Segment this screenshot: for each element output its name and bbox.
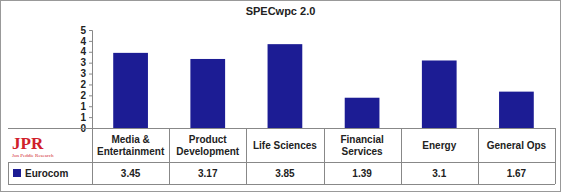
table-divider [8,162,9,184]
table-rule [8,184,555,185]
bar [113,53,148,128]
data-table: Eurocom 3.45 3.17 3.85 1.39 3.1 1.67 [8,128,556,185]
table-divider [324,128,325,184]
y-tick-mark [89,106,92,107]
table-rule [8,162,555,163]
x-tick-label-line: Media & [111,134,149,145]
x-tick-label-line: Energy [422,140,456,151]
y-tick: 3 [80,68,92,79]
y-tick-label: 4 [80,36,86,47]
data-label: 3.45 [121,168,141,179]
table-rule [8,128,555,129]
legend-swatch [13,169,21,177]
y-tick: 4 [80,46,92,57]
x-tick-label-line: Life Sciences [253,140,317,151]
y-tick: 3 [80,57,92,68]
x-tick-label: Energy [422,140,456,151]
y-tick-mark [89,95,92,96]
y-tick-label: 1 [80,112,86,123]
x-tick-label: Life Sciences [253,140,317,151]
y-tick-label: 1 [80,101,86,112]
x-tick: Life Sciences [253,140,317,151]
y-tick: 1 [80,112,92,123]
table-divider [246,128,247,184]
y-axis: 0112233445 [80,25,92,134]
y-tick: 4 [80,36,92,47]
logo-text: Jon Peddie Research [12,153,54,158]
table-divider [401,128,402,184]
x-tick-label-line: General Ops [487,140,547,151]
y-tick-label: 3 [80,57,86,68]
data-label: 3.1 [432,168,446,179]
x-tick-label-line: Entertainment [97,146,165,157]
data-label: 3.85 [275,168,295,179]
x-tick-label: FinancialServices [340,134,384,157]
logo: JPRJon Peddie Research [12,134,54,158]
y-tick-mark [89,30,92,31]
bar [499,92,534,128]
bar [422,60,457,128]
data-label: 1.39 [352,168,372,179]
y-tick-label: 2 [80,90,86,101]
y-tick-mark [89,41,92,42]
x-axis: Media &Entertainment ProductDevelopment Li… [93,129,556,158]
bar [268,44,303,128]
y-tick: 1 [80,101,92,112]
x-tick-label-line: Product [189,134,227,145]
x-tick: FinancialServices [340,134,384,157]
x-axis-line [93,128,556,129]
x-tick-label: General Ops [487,140,547,151]
y-tick-mark [89,117,92,118]
bar [190,59,225,128]
x-tick: Energy [422,140,456,151]
logo-mark: JPR [12,134,44,153]
chart-frame [1,1,561,192]
table-divider [478,128,479,184]
x-tick-label-line: Services [342,146,384,157]
x-tick-label-line: Development [176,146,239,157]
y-tick-label: 5 [80,25,86,36]
y-tick: 5 [80,25,92,36]
table-divider [169,128,170,184]
table-divider [92,128,93,184]
x-tick: Media &Entertainment [97,134,165,157]
x-tick-label-line: Financial [340,134,384,145]
y-tick-label: 3 [80,68,86,79]
legend-label: Eurocom [25,168,68,179]
y-tick-mark [89,63,92,64]
x-tick-label: ProductDevelopment [176,134,239,157]
y-tick: 2 [80,79,92,90]
data-label: 1.67 [507,168,527,179]
y-tick-mark [89,84,92,85]
bars [113,44,534,128]
x-tick: ProductDevelopment [176,134,239,157]
y-axis-line [89,31,93,129]
y-tick-label: 2 [80,79,86,90]
data-label: 3.17 [198,168,218,179]
chart: SPECwpc 2.0 0112233445 Eurocom 3.45 3.17 3.85… [0,0,561,192]
x-tick: General Ops [487,140,547,151]
y-tick-label: 4 [80,46,86,57]
table-divider [555,128,556,184]
y-tick: 2 [80,90,92,101]
x-tick-label: Media &Entertainment [97,134,165,157]
bar [345,98,380,128]
y-tick-mark [89,52,92,53]
chart-title: SPECwpc 2.0 [246,5,316,17]
y-tick-mark [89,74,92,75]
